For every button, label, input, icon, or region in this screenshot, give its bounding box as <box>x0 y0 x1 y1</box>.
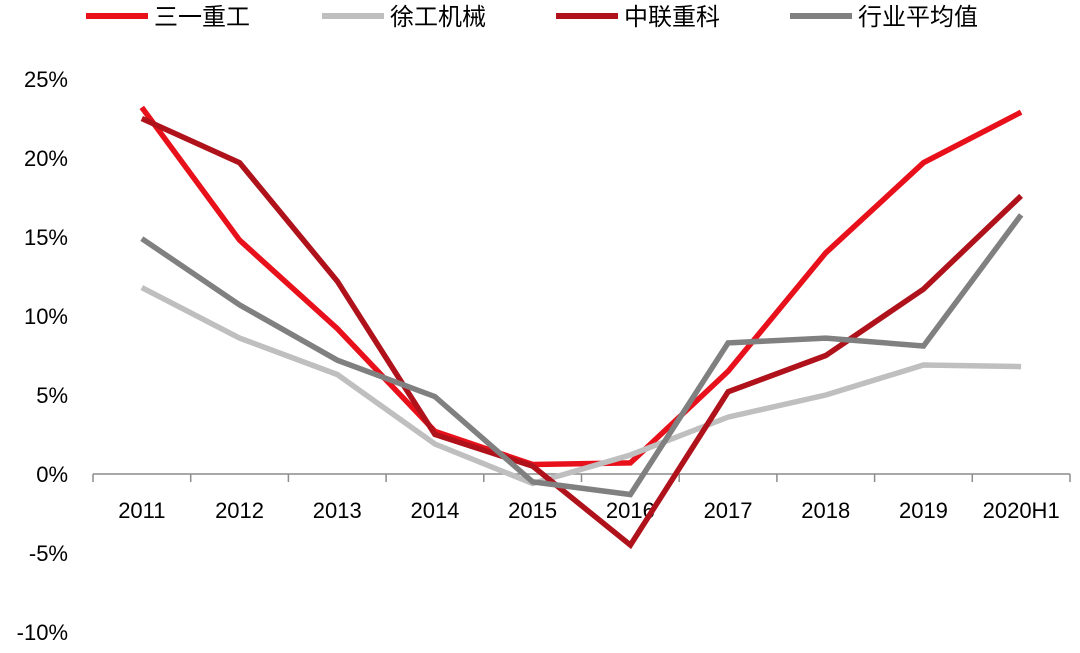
x-tick-label: 2012 <box>215 498 264 523</box>
x-tick-label: 2019 <box>899 498 948 523</box>
series-line-1 <box>139 105 1023 468</box>
x-axis: 2011 2012 2013 2014 2015 2016 2017 2018 2019 2020… <box>92 473 1071 523</box>
legend-label: 徐工机械 <box>390 3 486 31</box>
legend-label: 三一重工 <box>154 3 250 31</box>
x-tick-label: 2014 <box>410 498 459 523</box>
x-tick-label: 2015 <box>508 498 557 523</box>
series-line-2 <box>140 285 1022 487</box>
y-tick-label: 5% <box>36 383 68 408</box>
x-tick-label: 2011 <box>118 498 165 523</box>
legend-label: 行业平均值 <box>858 3 978 31</box>
legend: 三一重工 徐工机械 中联重科 行业平均值 <box>86 3 978 31</box>
x-tick-label: 2018 <box>801 498 850 523</box>
series-line-3 <box>140 115 1023 550</box>
y-tick-label: 25% <box>24 67 68 92</box>
x-tick-label: 2017 <box>704 498 753 523</box>
x-tick-label: 2013 <box>313 498 362 523</box>
y-tick-label: 10% <box>24 304 68 329</box>
y-tick-label: -5% <box>29 541 68 566</box>
y-tick-label: -10% <box>17 620 68 645</box>
y-tick-label: 15% <box>24 225 68 250</box>
series-line-4 <box>140 213 1024 498</box>
y-tick-label: 20% <box>24 146 68 171</box>
legend-label: 中联重科 <box>624 3 720 31</box>
series-lines <box>139 105 1024 550</box>
x-tick-label: 2020H1 <box>983 498 1060 523</box>
y-axis: 25% 20% 15% 10% 5% 0% -5% -10% <box>17 67 68 645</box>
y-tick-label: 0% <box>36 462 68 487</box>
